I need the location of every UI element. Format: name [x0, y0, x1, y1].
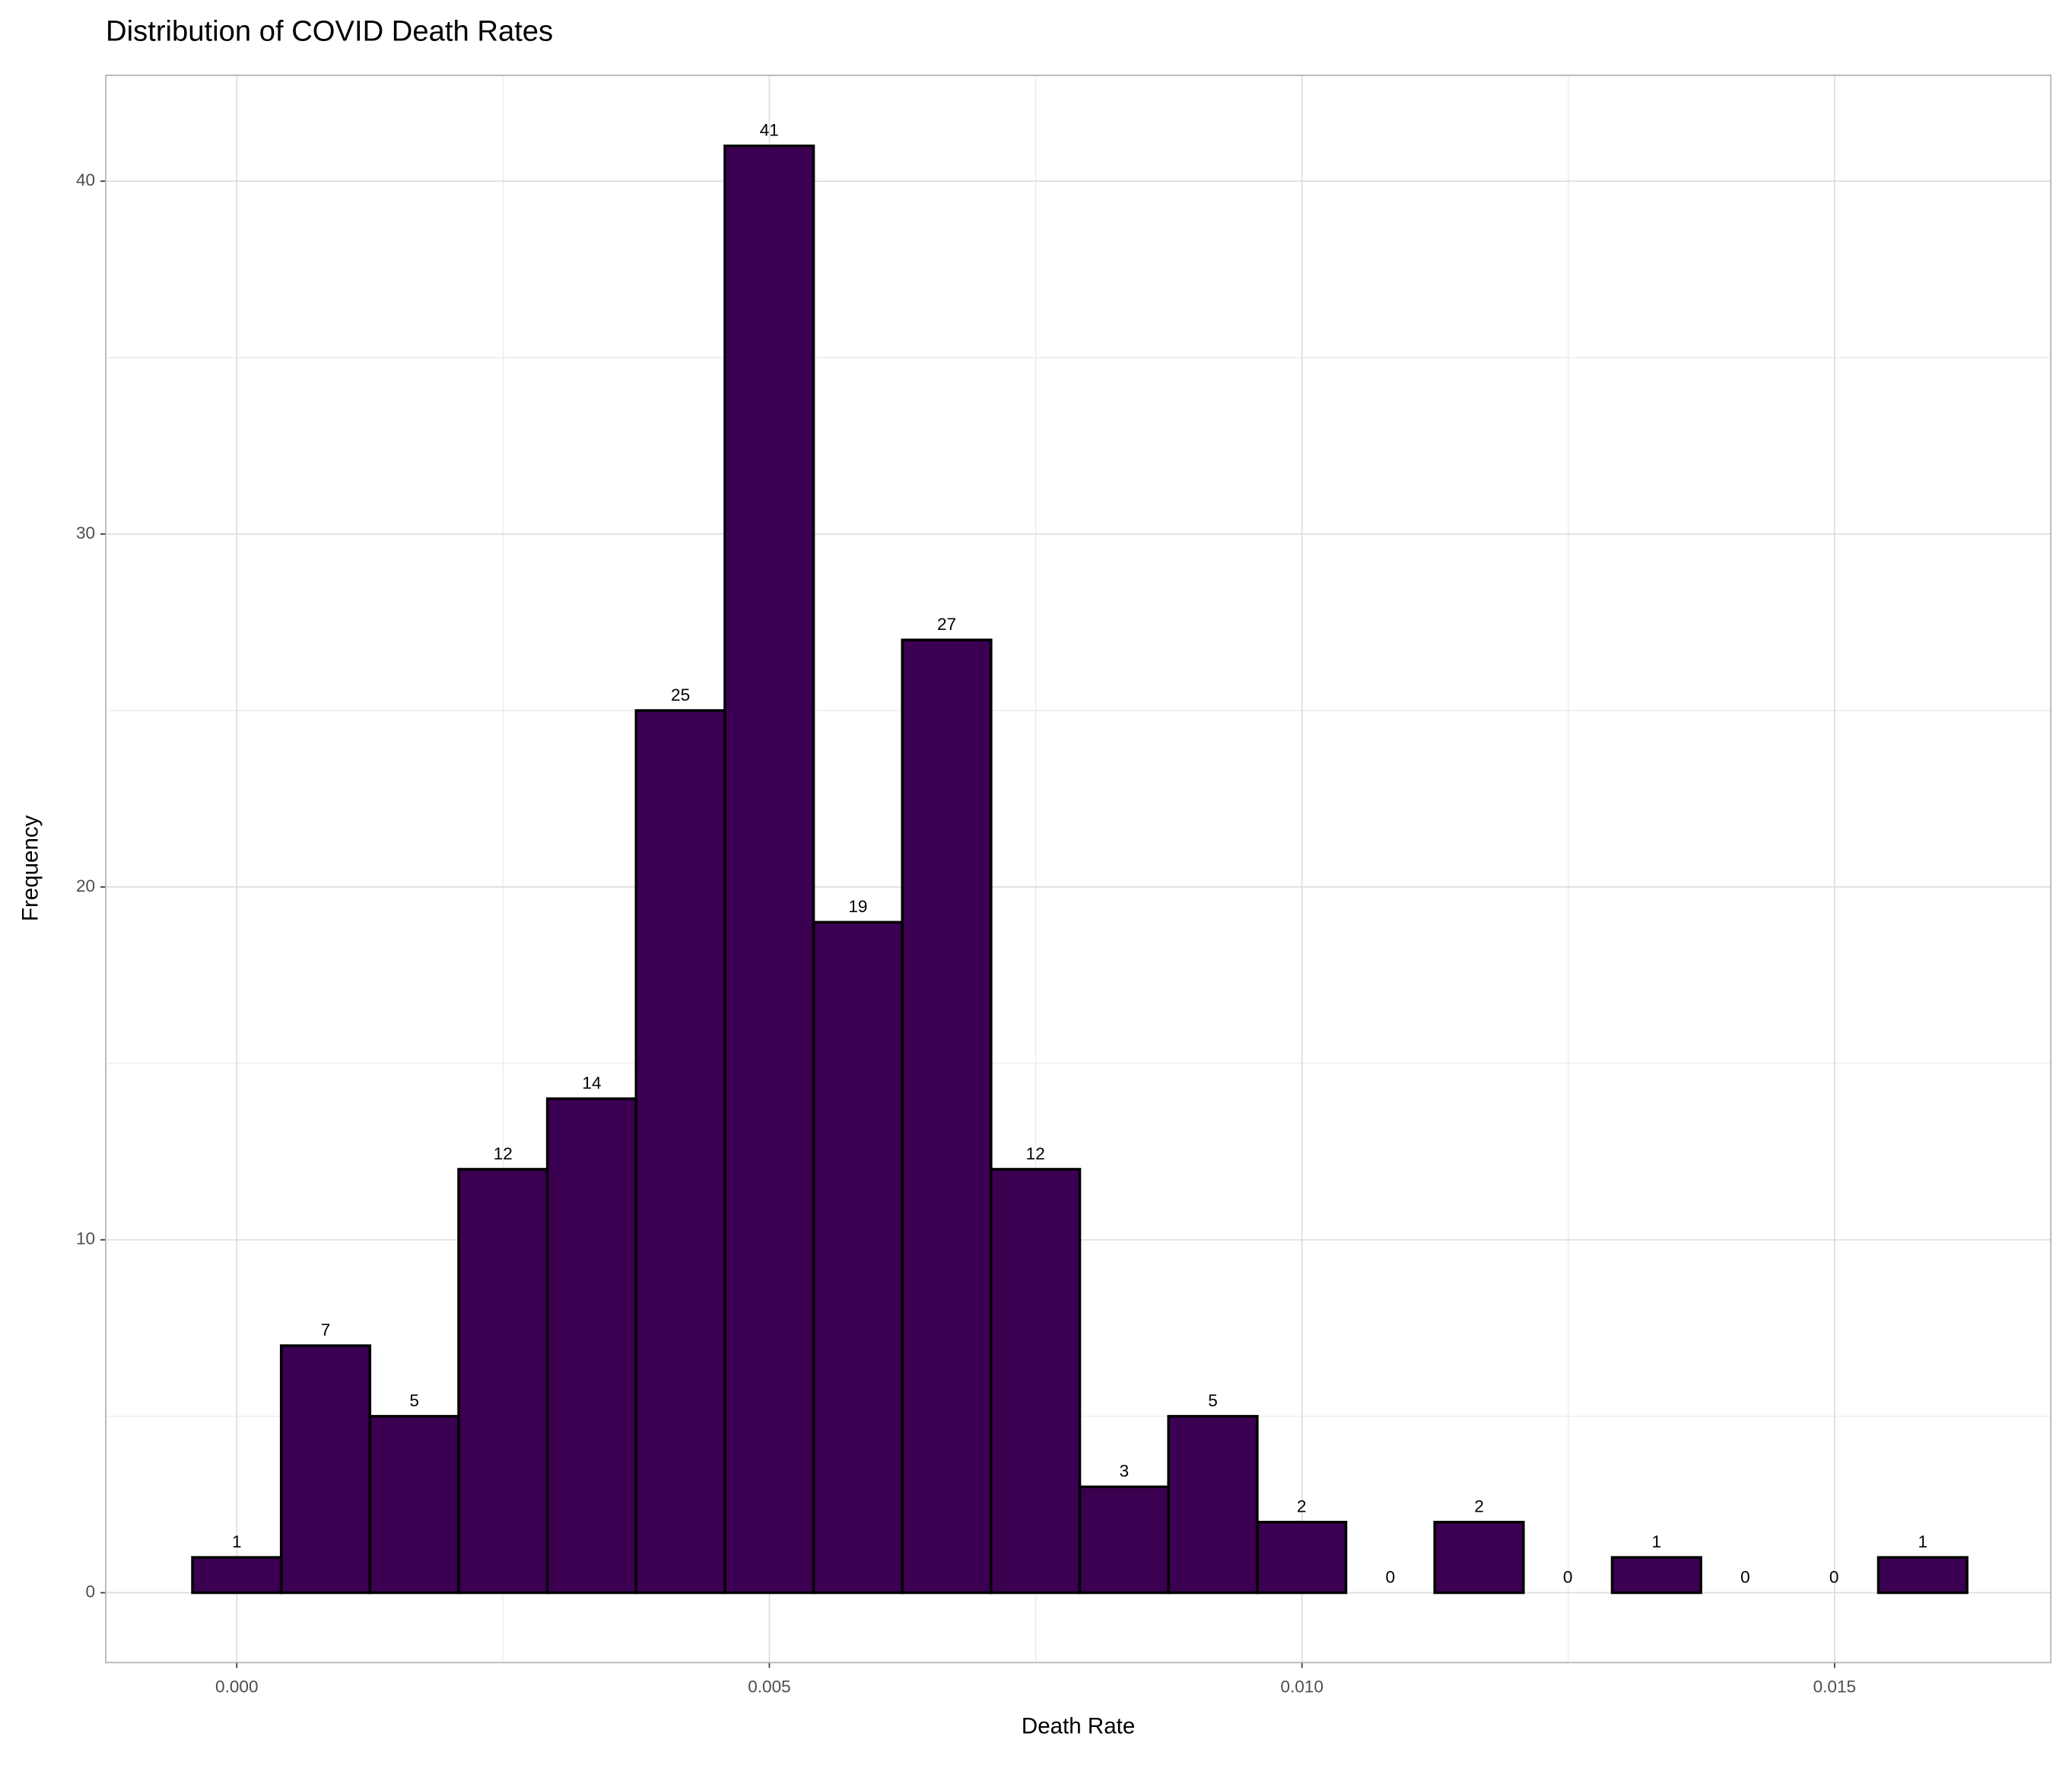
- bar: [1433, 1521, 1525, 1595]
- bar: [901, 638, 993, 1595]
- y-tick-label: 0: [86, 1582, 96, 1601]
- value-label: 5: [409, 1391, 419, 1410]
- value-label: 25: [671, 685, 690, 704]
- plot-border: [105, 75, 2052, 1664]
- x-tick-label: 0.010: [1280, 1677, 1324, 1696]
- value-label: 3: [1120, 1461, 1130, 1480]
- value-label: 12: [494, 1144, 513, 1163]
- y-tick-label: 10: [76, 1229, 95, 1248]
- x-tick-label: 0.015: [1813, 1677, 1857, 1696]
- value-label: 0: [1563, 1567, 1573, 1586]
- bar: [191, 1556, 283, 1595]
- value-label: 27: [937, 615, 956, 634]
- value-label: 5: [1208, 1391, 1218, 1410]
- value-label: 0: [1740, 1567, 1750, 1586]
- x-tick-label: 0.005: [748, 1677, 791, 1696]
- y-tick-label: 20: [76, 876, 95, 895]
- value-label: 1: [1918, 1532, 1927, 1551]
- value-label: 1: [1652, 1532, 1662, 1551]
- value-label: 7: [321, 1321, 331, 1340]
- bar: [368, 1414, 460, 1595]
- bar: [1256, 1521, 1348, 1595]
- value-label: 2: [1474, 1497, 1484, 1516]
- value-label: 12: [1026, 1144, 1045, 1163]
- bar: [279, 1344, 372, 1595]
- value-label: 1: [232, 1532, 242, 1551]
- bar: [812, 921, 904, 1595]
- bar: [1610, 1556, 1702, 1595]
- chart-title: Distribution of COVID Death Rates: [106, 15, 553, 48]
- bar: [1167, 1414, 1259, 1595]
- value-label: 0: [1386, 1567, 1396, 1586]
- value-label: 2: [1297, 1497, 1307, 1516]
- y-tick-label: 40: [76, 170, 95, 189]
- bar: [1877, 1556, 1969, 1595]
- y-axis-title: Frequency: [18, 815, 43, 921]
- value-label: 14: [582, 1073, 601, 1092]
- bar: [723, 145, 815, 1595]
- y-tick-label: 30: [76, 523, 95, 542]
- value-label: 19: [848, 897, 867, 916]
- value-label: 0: [1829, 1567, 1839, 1586]
- bar: [1078, 1485, 1170, 1595]
- bar: [990, 1168, 1082, 1595]
- x-axis-title: Death Rate: [1022, 1713, 1135, 1738]
- value-label: 41: [760, 121, 779, 140]
- x-tick-label: 0.000: [215, 1677, 259, 1696]
- bar: [457, 1168, 549, 1595]
- bar: [634, 709, 726, 1595]
- bar: [545, 1097, 638, 1595]
